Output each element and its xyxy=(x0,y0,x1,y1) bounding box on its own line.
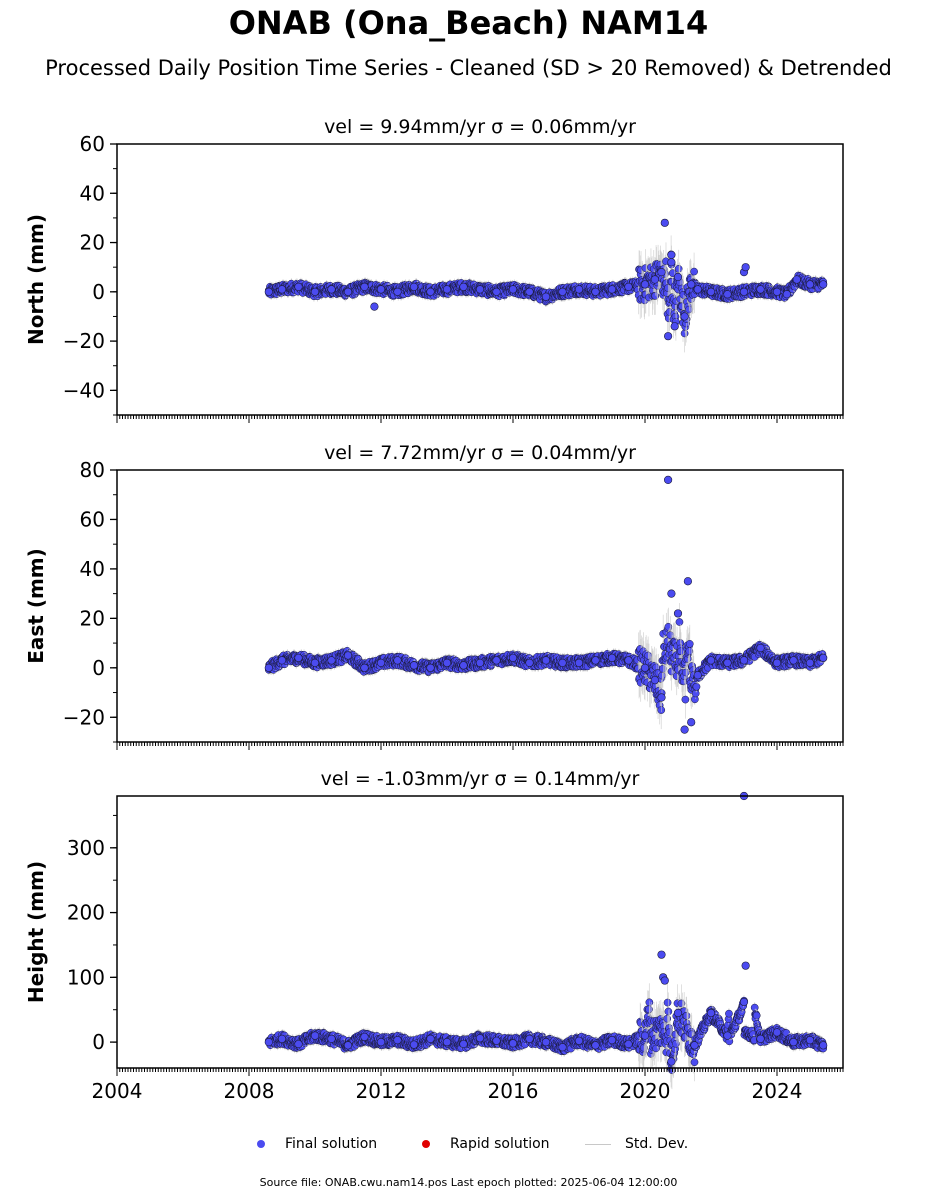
data-point xyxy=(819,280,828,289)
panel-title: vel = 7.72mm/yr σ = 0.04mm/yr xyxy=(324,442,636,464)
panel-title: vel = 9.94mm/yr σ = 0.06mm/yr xyxy=(324,116,636,138)
data-point xyxy=(693,285,702,294)
data-point xyxy=(660,218,669,227)
data-point xyxy=(459,282,468,291)
figure-subtitle: Processed Daily Position Time Series - C… xyxy=(45,56,892,80)
figure-title: ONAB (Ona_Beach) NAM14 xyxy=(228,4,709,42)
data-point xyxy=(327,285,336,294)
data-point xyxy=(667,258,676,267)
data-point xyxy=(657,268,666,277)
data-cloud xyxy=(264,602,828,730)
y-tick-label: 20 xyxy=(80,231,105,255)
data-point xyxy=(409,282,419,291)
data-point xyxy=(492,287,501,296)
data-point xyxy=(393,287,402,296)
data-point xyxy=(264,287,273,296)
y-tick-label: −20 xyxy=(63,329,105,353)
final-point xyxy=(690,267,698,276)
data-point xyxy=(723,290,732,299)
data-point xyxy=(667,250,676,259)
data-point xyxy=(508,285,518,294)
data-point xyxy=(370,302,379,311)
data-point xyxy=(343,287,353,296)
data-point xyxy=(376,285,386,294)
y-tick-label: 0 xyxy=(92,280,105,304)
data-point xyxy=(310,287,320,296)
data-point xyxy=(442,285,452,294)
data-point xyxy=(756,285,765,294)
data-point xyxy=(663,332,673,341)
data-point xyxy=(607,285,617,294)
data-point xyxy=(541,292,551,301)
data-point xyxy=(673,272,683,282)
data-point xyxy=(591,287,600,296)
data-point xyxy=(525,287,534,296)
data-point xyxy=(772,287,782,296)
data-point xyxy=(650,275,660,284)
data-point xyxy=(277,285,287,294)
y-tick-label: −40 xyxy=(63,378,105,402)
y-tick-label: 60 xyxy=(80,132,105,156)
data-point xyxy=(475,285,485,294)
data-point xyxy=(741,263,750,272)
data-point xyxy=(687,280,696,289)
data-point xyxy=(574,285,584,294)
data-point xyxy=(792,275,801,284)
data-point xyxy=(624,282,633,291)
data-point xyxy=(680,312,689,321)
data-point xyxy=(706,287,716,296)
data-point xyxy=(640,280,650,289)
data-point xyxy=(805,280,815,289)
y-axis-label: East (mm) xyxy=(24,548,48,664)
data-point xyxy=(670,322,679,331)
data-point xyxy=(294,282,303,291)
y-axis-label: North (mm) xyxy=(24,214,48,345)
plot-frame xyxy=(116,143,844,416)
data-point xyxy=(782,290,792,299)
y-tick-label: 40 xyxy=(80,181,105,205)
data-point xyxy=(426,287,435,296)
data-point xyxy=(739,287,749,296)
data-point xyxy=(360,282,369,291)
data-point xyxy=(558,287,567,296)
